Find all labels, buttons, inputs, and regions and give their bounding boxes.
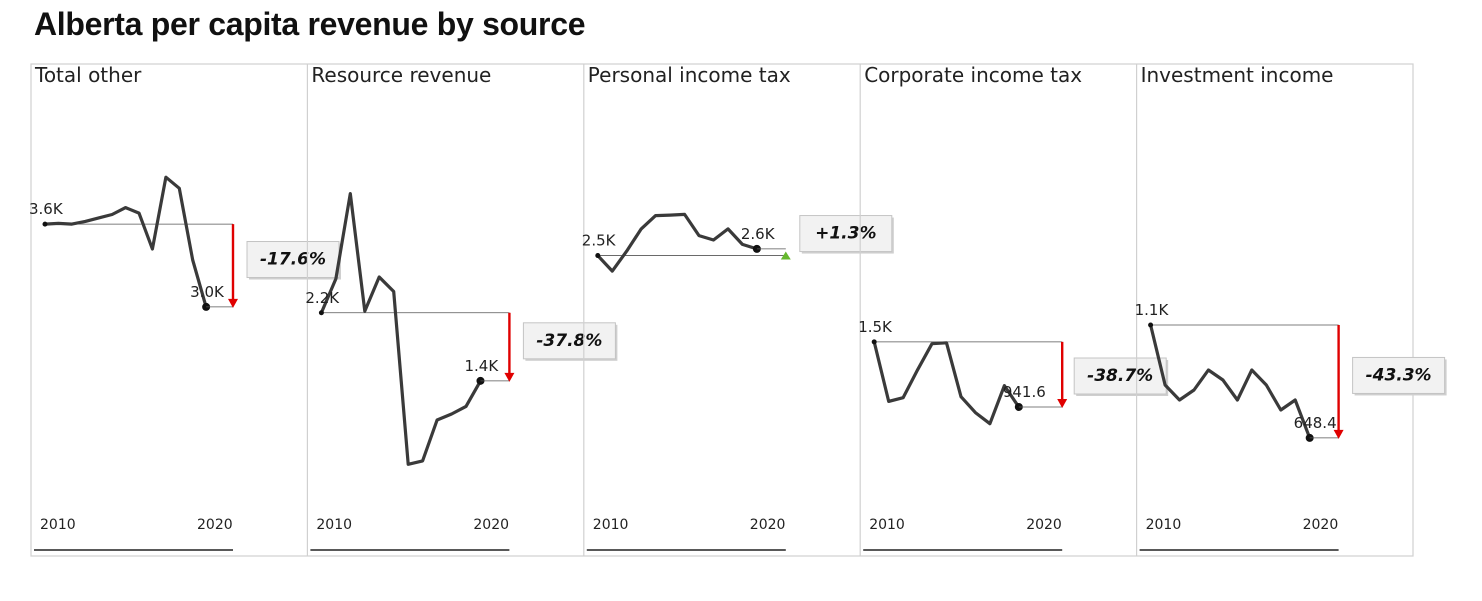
end-value-label: 648.4 (1294, 414, 1337, 432)
panel-title: Personal income tax (588, 63, 791, 87)
series-line (596, 212, 759, 273)
series-line (872, 340, 1021, 426)
end-value-label: 3.0K (190, 283, 225, 301)
x-tick-label: 2010 (593, 517, 629, 533)
change-box (1352, 356, 1446, 394)
panel-title: Investment income (1141, 63, 1334, 87)
change-box (1073, 357, 1167, 395)
series-line (43, 175, 208, 309)
start-value-label: 1.1K (1135, 301, 1170, 319)
change-label: -17.6% (260, 250, 326, 270)
end-value-label: 1.4K (464, 357, 499, 375)
start-point (871, 339, 877, 345)
x-tick-label: 2020 (750, 517, 786, 533)
decrease-arrow-head (1057, 398, 1068, 408)
end-value-label: 2.6K (741, 225, 776, 243)
start-point (318, 310, 324, 316)
panel-1: Total other 3.6K 3.0K -17.6% 2010 2020 (29, 63, 341, 551)
decrease-arrow-head (1333, 429, 1344, 439)
decrease-arrow-head (228, 298, 238, 308)
change-label: -37.8% (536, 331, 602, 351)
page-title: Alberta per capita revenue by source (34, 6, 586, 42)
change-box (799, 215, 893, 253)
change-box (246, 241, 340, 279)
x-tick-label: 2010 (869, 517, 905, 533)
start-value-label: 2.2K (305, 289, 340, 307)
start-point (42, 221, 48, 227)
panel-title: Corporate income tax (864, 63, 1082, 87)
start-point (595, 253, 601, 259)
panel-3: Personal income tax 2.5K 2.6K +1.3% 2010 2020 (582, 63, 894, 556)
x-tick-label: 2020 (1026, 517, 1062, 533)
increase-arrow-head (780, 251, 791, 260)
change-label: -43.3% (1366, 365, 1432, 385)
x-tick-label: 2020 (473, 517, 509, 533)
start-value-label: 1.5K (858, 318, 893, 336)
series-line (319, 192, 483, 466)
start-value-label: 2.5K (582, 232, 617, 250)
x-tick-label: 2020 (1303, 517, 1339, 533)
x-tick-label: 2010 (1146, 517, 1182, 533)
panel-5: Investment income 1.1K 648.4 -43.3% 2010 2020 (1135, 63, 1447, 556)
start-value-label: 3.6K (29, 200, 64, 218)
start-point (1148, 322, 1154, 328)
change-label: -38.7% (1087, 366, 1153, 386)
x-tick-label: 2010 (316, 517, 352, 533)
series-line (1148, 323, 1312, 440)
panel-title: Total other (34, 63, 142, 87)
panel-2: Resource revenue 2.2K 1.4K -37.8% 2010 2020 (305, 63, 618, 556)
decrease-arrow-head (504, 372, 515, 382)
change-label: +1.3% (815, 224, 876, 244)
panel-title: Resource revenue (311, 63, 491, 87)
end-value-label: 941.6 (1003, 383, 1046, 401)
x-tick-label: 2020 (197, 517, 233, 533)
change-box (522, 322, 616, 360)
chart-frame (30, 63, 1414, 557)
panel-4: Corporate income tax 1.5K 941.6 -38.7% 2010 2… (858, 63, 1169, 556)
x-tick-label: 2010 (40, 517, 76, 533)
